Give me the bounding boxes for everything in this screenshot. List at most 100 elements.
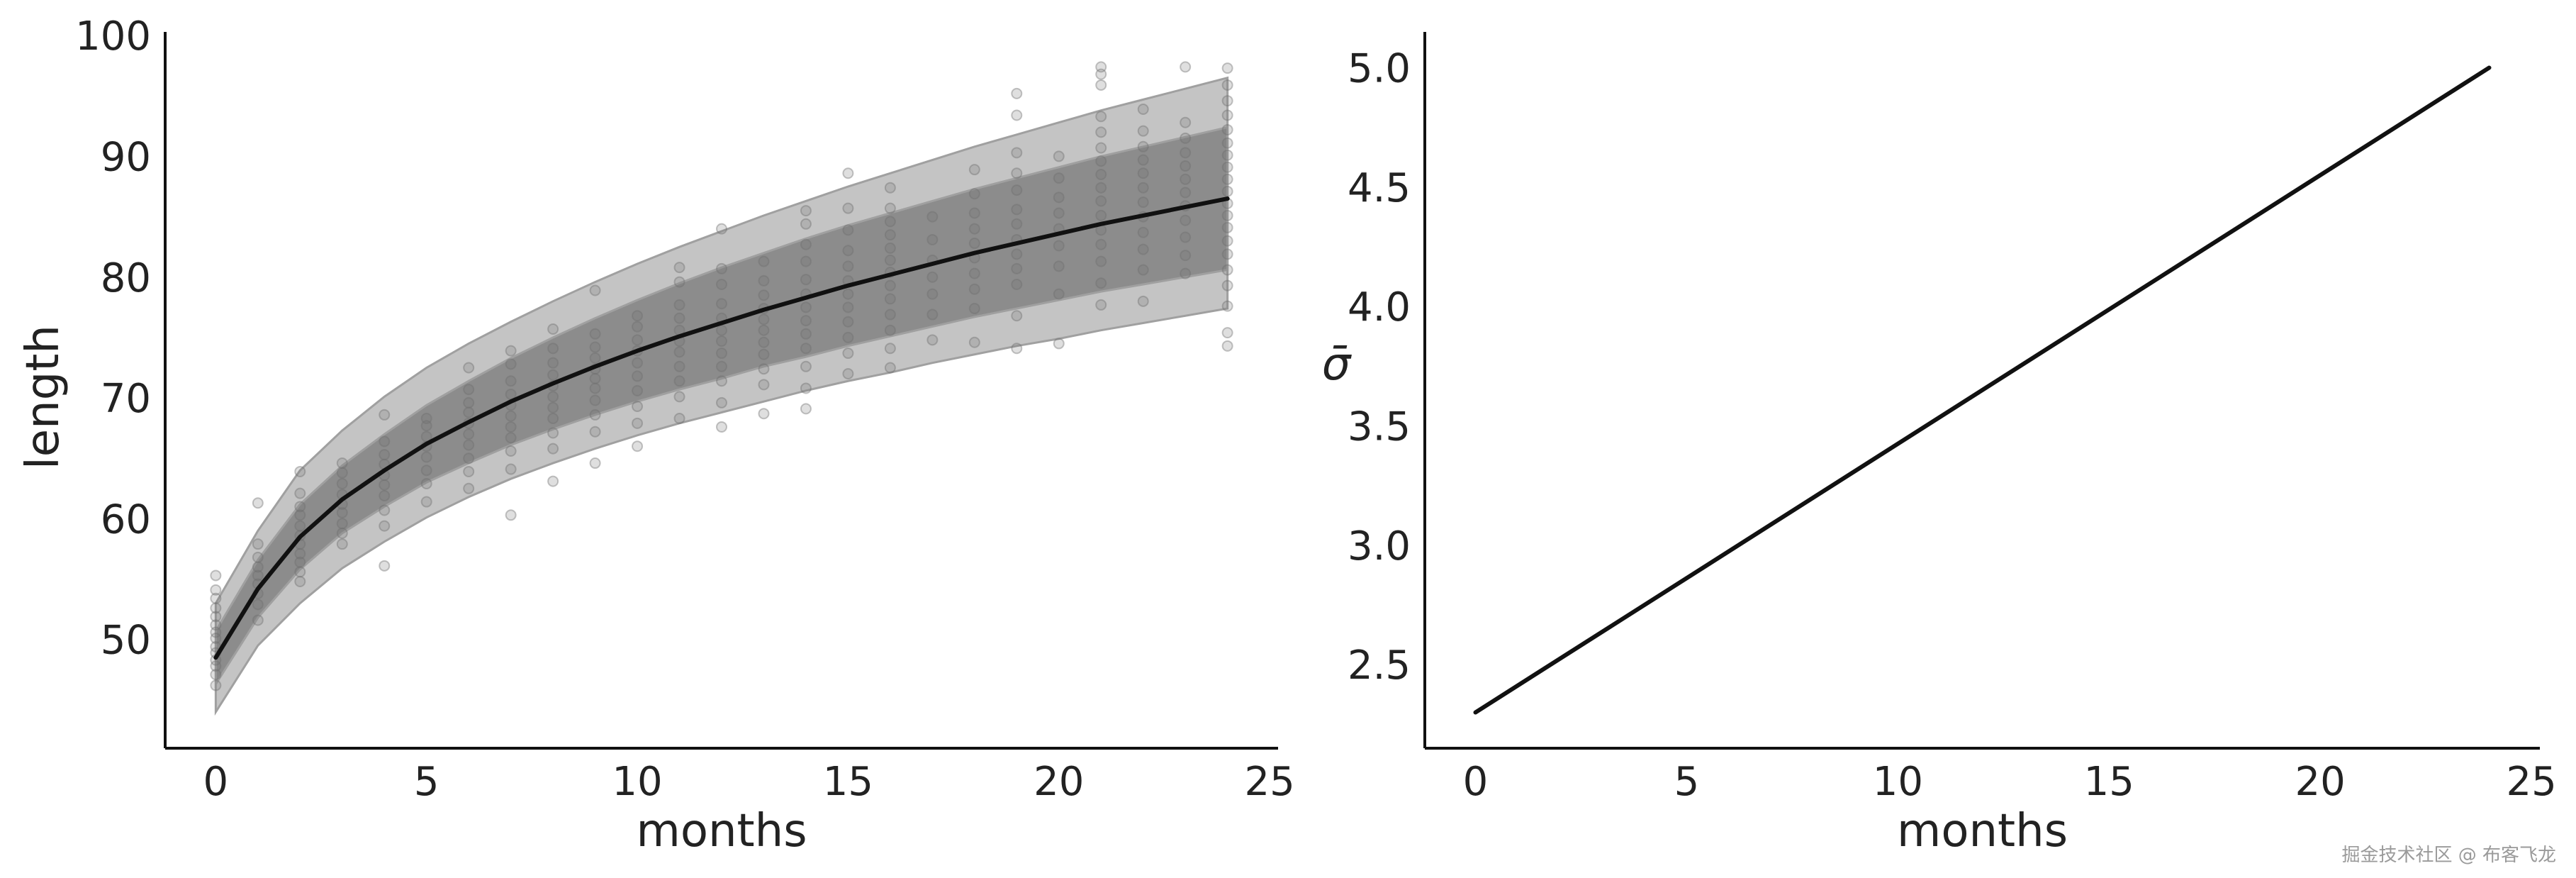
data-point [210,660,222,672]
data-point [547,475,559,487]
x-tick-label: 10 [612,759,662,805]
data-point [379,449,391,461]
data-point [884,293,896,305]
x-tick-label: 25 [1244,759,1294,805]
data-point [463,439,475,451]
x-tick-label: 20 [1034,759,1084,805]
data-point [336,467,348,479]
data-point [1180,132,1192,144]
data-point [673,312,685,324]
data-point [547,413,559,425]
data-point [758,408,770,420]
data-point [716,223,727,235]
data-point [926,211,939,223]
x-tick-label: 5 [1674,759,1700,805]
x-axis-label: months [1897,805,2068,857]
x-tick-label: 0 [1463,759,1489,805]
data-point [1180,231,1192,243]
data-point [252,497,264,509]
data-point [632,334,644,346]
data-point [379,479,391,491]
data-point [1137,243,1149,255]
data-point [1095,111,1107,123]
data-point [632,417,644,429]
data-point [842,167,854,179]
data-point [1011,87,1023,99]
x-tick-label: 25 [2506,759,2556,805]
data-point [842,301,854,313]
data-point [716,298,727,310]
data-point [758,289,770,301]
data-point [252,538,264,550]
data-point [632,310,644,322]
data-point [589,409,601,421]
data-point [1095,195,1107,207]
mean-line [213,196,1230,660]
data-point [800,274,812,286]
data-point [1095,126,1107,138]
data-point [1180,214,1192,226]
data-point [589,284,601,296]
data-point [1053,260,1065,272]
data-point [547,343,559,355]
data-point [1180,160,1192,172]
y-tick-label: 4.0 [1348,284,1411,330]
data-point [463,406,475,418]
data-point [800,343,812,355]
data-point [800,205,812,217]
data-point [884,216,896,228]
x-tick-label: 20 [2295,759,2346,805]
data-point [1011,248,1023,260]
data-point [505,358,517,370]
data-point [589,328,601,340]
data-point [800,382,812,394]
data-point [842,368,854,380]
data-point [716,360,727,372]
data-point [1180,61,1192,73]
data-point [1221,279,1233,291]
data-point [716,324,727,336]
data-point [1221,300,1233,312]
data-point [547,401,559,413]
x-axis-label: months [636,805,807,857]
y-axis-label: length [17,325,69,469]
data-point [1221,161,1233,173]
data-point [716,262,727,274]
data-point [1137,125,1149,137]
data-point [589,372,601,384]
data-point [420,420,432,432]
data-point [1137,264,1149,276]
data-point [842,288,854,300]
data-point [294,575,306,587]
data-point [842,348,854,360]
y-tick-label: 3.0 [1348,523,1411,569]
data-point [884,202,896,214]
data-point [1221,123,1233,135]
data-point [210,679,222,691]
data-point [547,391,559,403]
data-point [716,278,727,290]
data-point [842,331,854,343]
data-point [294,548,306,560]
data-point [1095,209,1107,221]
data-point [1137,226,1149,238]
data-point [294,556,306,568]
data-point [968,283,980,295]
data-point [1180,250,1192,262]
data-point [294,465,306,477]
data-point [926,309,939,321]
data-point [632,440,644,452]
data-point [589,394,601,406]
data-point [379,409,391,421]
data-point [1221,109,1233,121]
data-point [884,242,896,254]
watermark-text: 掘金技术社区 @ 布客飞龙 [2341,845,2556,866]
data-point [505,445,517,457]
data-point [673,391,685,403]
data-point [1221,248,1233,260]
data-point [884,254,896,266]
data-point [547,323,559,335]
data-point [884,309,896,321]
data-point [547,369,559,381]
data-point [800,403,812,415]
